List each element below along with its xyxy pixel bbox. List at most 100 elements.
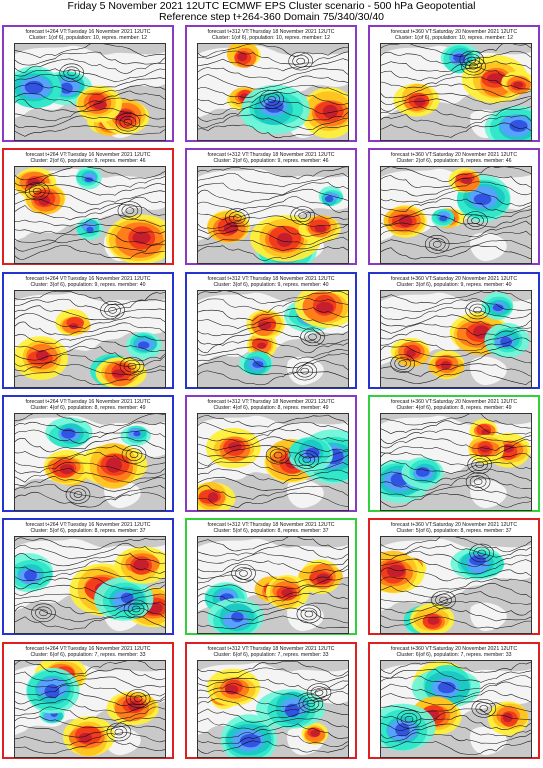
closed-contour [129,692,147,705]
closed-contour [439,596,448,604]
panel-forecast-label: forecast t+360 VT:Saturday 20 November 2… [390,29,518,35]
geopotential-contour [381,92,531,105]
geopotential-contour [381,675,531,691]
closed-contour [471,217,480,224]
geopotential-contour [15,213,165,227]
geopotential-contour [15,467,165,483]
closed-contour [435,593,452,607]
geopotential-contour [15,676,165,689]
closed-contour [300,327,325,347]
land-mass [470,726,507,756]
closed-contour [300,607,318,621]
closed-contour [263,93,281,106]
geopotential-contour [15,537,165,550]
geopotential-contour [198,67,348,82]
geopotential-contour [198,492,348,509]
warm-anomaly [440,360,451,370]
closed-contour [306,683,332,702]
panel-cluster-label: Cluster: 2(of 6), population: 9, repres.… [396,158,512,164]
cold-anomaly [437,681,456,694]
closed-contour [304,330,321,344]
cold-anomaly [133,431,141,437]
warm-anomaly [276,232,293,247]
closed-contour [123,359,141,373]
geopotential-contour [381,345,531,358]
geopotential-contour [15,691,165,706]
closed-contour [265,445,291,465]
closed-contour [298,453,316,466]
cold-anomaly [500,337,512,347]
cold-anomaly [265,100,284,113]
geopotential-contour [198,544,348,560]
geopotential-contour [15,429,165,444]
cluster-panel: forecast t+264 VT:Tuesday 16 November 20… [2,25,174,142]
warm-anomaly [399,215,413,228]
geopotential-contour [381,106,531,120]
cluster-panel: forecast t+312 VT:Thursday 18 November 2… [185,518,357,635]
panel-forecast-label: forecast t+312 VT:Thursday 18 November 2… [207,522,335,528]
cluster-panel: forecast t+360 VT:Saturday 20 November 2… [368,395,540,512]
cold-anomaly [120,592,134,604]
closed-contour [400,712,418,726]
closed-contour [67,69,76,77]
geopotential-contour [15,593,165,608]
geopotential-contour [198,583,348,598]
geopotential-contour [15,305,165,321]
cluster-panel: forecast t+264 VT:Tuesday 16 November 20… [2,518,174,635]
geopotential-contour [381,583,531,598]
geopotential-contour [198,322,348,337]
geopotential-contour [381,669,531,683]
closed-contour [123,118,133,126]
closed-contour [473,478,483,485]
panel-forecast-label: forecast t+360 VT:Saturday 20 November 2… [390,522,518,528]
cold-anomaly [86,226,94,233]
cluster-panel: forecast t+264 VT:Tuesday 16 November 20… [2,642,174,759]
panel-cluster-label: Cluster: 6(of 6), population: 7, repres.… [396,652,512,658]
panel-cluster-label: Cluster: 1(of 6), population: 10, repres… [29,35,147,41]
closed-contour [465,59,482,73]
geopotential-contour [15,683,165,698]
geopotential-contour [381,298,531,312]
geopotential-contour [381,60,531,72]
cold-anomaly [469,555,486,566]
panel-forecast-label: forecast t+264 VT:Tuesday 16 November 20… [25,522,151,528]
closed-contour [224,208,250,227]
geopotential-contour [15,51,165,66]
closed-contour [467,455,492,474]
geopotential-contour [381,607,531,622]
closed-contour [117,201,143,220]
geopotential-contour [381,330,531,346]
geopotential-contour [15,230,165,246]
geopotential-contour [381,740,531,755]
cluster-panel: forecast t+360 VT:Saturday 20 November 2… [368,272,540,389]
geopotential-contour [15,291,165,306]
geopotential-contour [15,196,165,214]
geopotential-contour [381,363,531,377]
panel-cluster-label: Cluster: 6(of 6), population: 7, repres.… [213,652,329,658]
geopotential-contour [198,90,348,106]
cluster-panel: forecast t+312 VT:Thursday 18 November 2… [185,25,357,142]
closed-contour [115,112,141,132]
geopotential-contour [381,83,531,99]
geopotential-contour [198,114,348,130]
warm-anomaly [281,588,294,598]
closed-contour [32,187,42,195]
warm-anomaly [513,81,524,88]
geopotential-contour [198,740,348,754]
closed-contour [296,57,305,65]
cold-anomaly [60,82,73,94]
geopotential-contour [381,576,531,590]
geopotential-contour [198,661,348,677]
panel-cluster-label: Cluster: 4(of 6), population: 8, repres.… [30,405,146,411]
closed-contour [394,357,411,370]
geopotential-contour [381,167,531,182]
geopotential-contour [198,172,348,188]
warm-anomaly [316,301,334,314]
geopotential-contour [381,484,531,499]
closed-contour [294,450,320,469]
closed-contour [119,356,145,376]
geopotential-contour [198,615,348,630]
cold-anomaly [415,467,430,477]
page-subtitle: Reference step t+264-360 Domain 75/340/3… [158,11,385,23]
geopotential-contour [15,706,165,721]
